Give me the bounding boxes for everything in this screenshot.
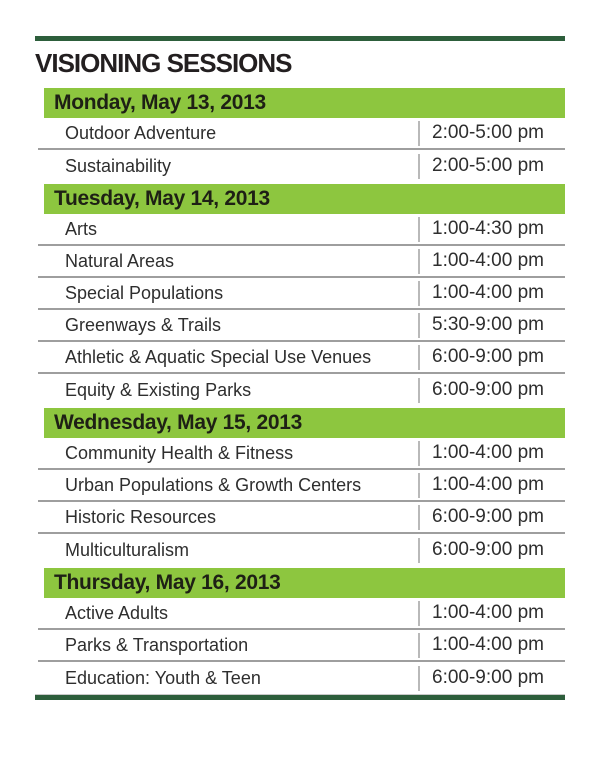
session-row: Greenways & Trails 5:30-9:00 pm (38, 310, 565, 342)
session-row: Natural Areas 1:00-4:00 pm (38, 246, 565, 278)
session-time: 2:00-5:00 pm (418, 120, 565, 146)
session-row: Equity & Existing Parks 6:00-9:00 pm (38, 374, 565, 406)
session-time: 1:00-4:30 pm (418, 216, 565, 242)
session-row: Parks & Transportation 1:00-4:00 pm (38, 630, 565, 662)
session-row: Outdoor Adventure 2:00-5:00 pm (38, 118, 565, 150)
session-title: Natural Areas (65, 250, 175, 271)
session-title: Urban Populations & Growth Centers (65, 474, 362, 495)
session-title: Active Adults (65, 602, 169, 623)
session-time: 6:00-9:00 pm (418, 504, 565, 530)
day-header-monday: Monday, May 13, 2013 (44, 88, 565, 118)
top-divider-rule (35, 36, 565, 41)
session-time: 6:00-9:00 pm (418, 344, 565, 370)
day-section-tuesday: Tuesday, May 14, 2013 Arts 1:00-4:30 pm … (38, 184, 565, 406)
session-row: Active Adults 1:00-4:00 pm (38, 598, 565, 630)
session-row: Athletic & Aquatic Special Use Venues 6:… (38, 342, 565, 374)
session-row: Education: Youth & Teen 6:00-9:00 pm (38, 662, 565, 694)
session-title: Equity & Existing Parks (65, 379, 252, 400)
day-header-thursday: Thursday, May 16, 2013 (44, 568, 565, 598)
session-title: Sustainability (65, 155, 172, 176)
session-time: 2:00-5:00 pm (418, 153, 565, 179)
day-section-wednesday: Wednesday, May 15, 2013 Community Health… (38, 408, 565, 566)
session-title: Multiculturalism (65, 539, 190, 560)
session-row: Urban Populations & Growth Centers 1:00-… (38, 470, 565, 502)
session-time: 6:00-9:00 pm (418, 377, 565, 403)
session-time: 1:00-4:00 pm (418, 600, 565, 626)
session-time: 5:30-9:00 pm (418, 312, 565, 338)
session-time: 6:00-9:00 pm (418, 537, 565, 563)
session-title: Greenways & Trails (65, 314, 222, 335)
session-row: Special Populations 1:00-4:00 pm (38, 278, 565, 310)
session-time: 1:00-4:00 pm (418, 632, 565, 658)
day-header-wednesday: Wednesday, May 15, 2013 (44, 408, 565, 438)
session-row: Community Health & Fitness 1:00-4:00 pm (38, 438, 565, 470)
bottom-divider-rule (35, 694, 565, 700)
session-time: 1:00-4:00 pm (418, 472, 565, 498)
day-section-thursday: Thursday, May 16, 2013 Active Adults 1:0… (38, 568, 565, 694)
session-time: 6:00-9:00 pm (418, 665, 565, 691)
page-title: VISIONING SESSIONS (35, 48, 293, 78)
session-title: Education: Youth & Teen (65, 667, 261, 688)
session-time: 1:00-4:00 pm (418, 440, 565, 466)
session-row: Historic Resources 6:00-9:00 pm (38, 502, 565, 534)
schedule-table: Monday, May 13, 2013 Outdoor Adventure 2… (38, 88, 565, 694)
day-section-monday: Monday, May 13, 2013 Outdoor Adventure 2… (38, 88, 565, 182)
session-row: Arts 1:00-4:30 pm (38, 214, 565, 246)
session-time: 1:00-4:00 pm (418, 280, 565, 306)
day-header-tuesday: Tuesday, May 14, 2013 (44, 184, 565, 214)
session-title: Community Health & Fitness (65, 442, 294, 463)
session-title: Athletic & Aquatic Special Use Venues (65, 346, 372, 367)
session-row: Multiculturalism 6:00-9:00 pm (38, 534, 565, 566)
session-title: Outdoor Adventure (65, 122, 217, 143)
session-time: 1:00-4:00 pm (418, 248, 565, 274)
session-title: Special Populations (65, 282, 224, 303)
session-title: Historic Resources (65, 506, 217, 527)
session-title: Arts (65, 218, 98, 239)
session-title: Parks & Transportation (65, 634, 249, 655)
session-row: Sustainability 2:00-5:00 pm (38, 150, 565, 182)
